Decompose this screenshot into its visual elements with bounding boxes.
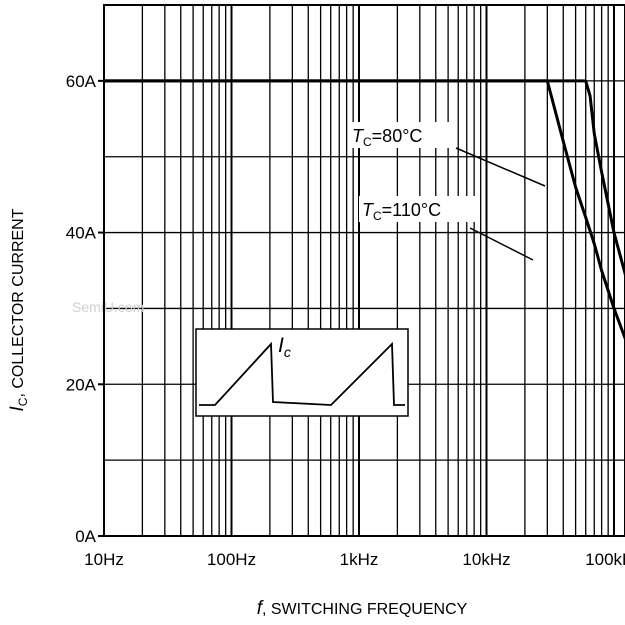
watermark: SemiU.com xyxy=(72,299,144,315)
series-label-leader xyxy=(455,147,546,187)
series-label-tc-110: TC=110°C xyxy=(362,200,441,223)
series-label-leader xyxy=(469,227,534,261)
series-label-backdrop xyxy=(349,122,457,148)
x-tick-label: 10Hz xyxy=(84,550,124,569)
inset-waveform: Ic xyxy=(195,328,409,417)
y-tick-label: 40A xyxy=(66,224,97,243)
x-axis-symbol: f xyxy=(257,598,264,619)
x-tick-label: 100Hz xyxy=(207,550,256,569)
series-label-value: =80°C xyxy=(372,126,423,146)
x-tick-label: 10kHz xyxy=(462,550,510,569)
series-label-tc-80: TC=80°C xyxy=(352,126,422,149)
y-tick-label: 20A xyxy=(66,375,97,394)
inset-box xyxy=(195,328,409,417)
inset-label-subscript: c xyxy=(284,344,291,360)
x-axis-title: f, SWITCHING FREQUENCY xyxy=(257,598,468,619)
series-label-value: =110°C xyxy=(382,200,441,220)
x-tick-label: 100kHz xyxy=(585,550,625,569)
y-axis-title: IC, COLLECTOR CURRENT xyxy=(7,208,30,411)
plot-frame xyxy=(103,4,625,537)
x-axis-text: , SWITCHING FREQUENCY xyxy=(262,601,468,618)
inset-label-symbol: I xyxy=(278,334,284,357)
y-tick-labels: 0A 20A 40A 60A xyxy=(66,72,97,546)
x-tick-label: 1kHz xyxy=(340,550,379,569)
series-label-symbol: T xyxy=(362,200,375,220)
x-tick-labels: 10Hz 100Hz 1kHz 10kHz 100kHz xyxy=(84,550,625,569)
y-tick-label: 60A xyxy=(66,72,97,91)
series-label-subscript: C xyxy=(363,135,372,149)
inset-sawtooth-waveform xyxy=(199,341,405,406)
y-axis-text: , COLLECTOR CURRENT xyxy=(10,208,27,397)
y-axis-subscript: C xyxy=(16,397,30,406)
y-tick-label: 0A xyxy=(75,527,96,546)
series-label-backdrop xyxy=(359,196,477,222)
grid xyxy=(98,4,625,537)
series-label-subscript: C xyxy=(373,209,382,223)
series-line-tc-110 xyxy=(104,79,625,343)
series-label-symbol: T xyxy=(352,126,365,146)
inset-label: Ic xyxy=(278,334,291,360)
y-axis-symbol: I xyxy=(7,406,28,412)
series-group: TC=80°CTC=110°C xyxy=(104,79,625,343)
series-line-tc-80 xyxy=(104,79,625,280)
